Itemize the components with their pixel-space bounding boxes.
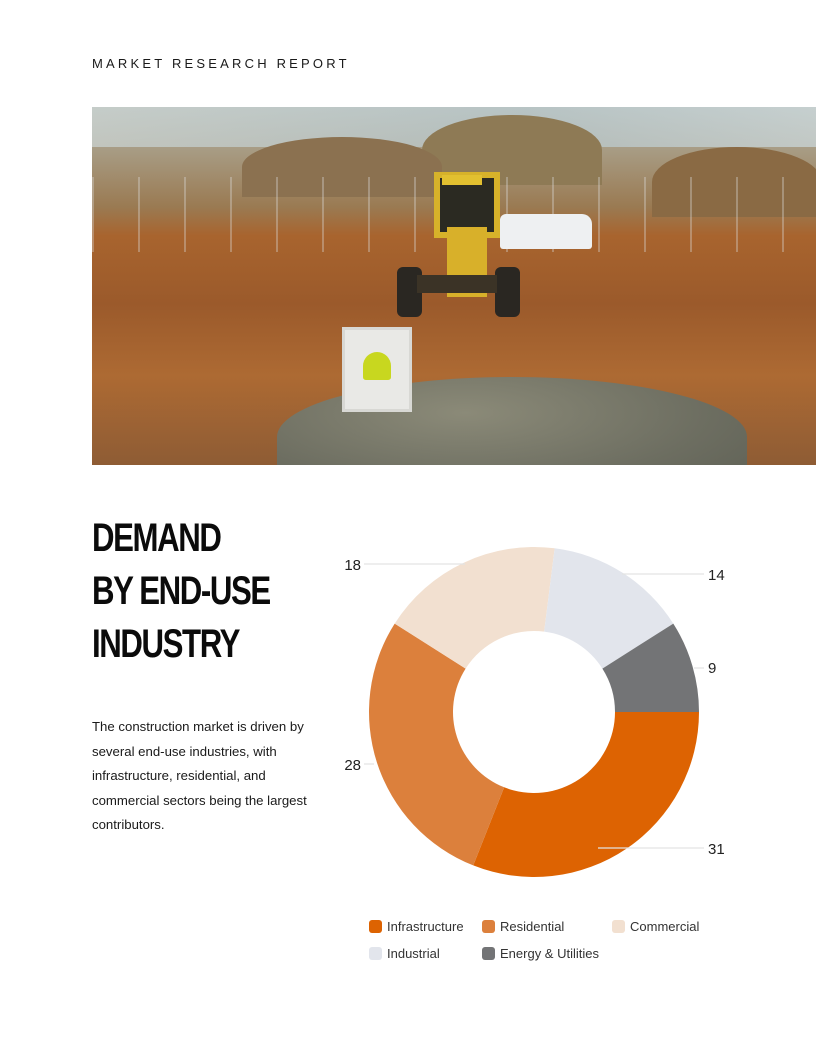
- data-label: 14: [708, 567, 725, 584]
- motor-grader: [397, 172, 520, 317]
- legend-swatch: [482, 947, 495, 960]
- title-line-2: BY END-USE: [92, 569, 271, 613]
- donut-slice-commercial: [394, 547, 555, 669]
- pickup-truck: [500, 214, 592, 249]
- data-label: 31: [708, 841, 725, 858]
- legend-swatch: [482, 920, 495, 933]
- legend-item-residential: Residential: [482, 919, 564, 934]
- report-kicker: MARKET RESEARCH REPORT: [92, 56, 350, 71]
- legend-swatch: [369, 947, 382, 960]
- section-description: The construction market is driven by sev…: [92, 719, 307, 833]
- legend-swatch: [369, 920, 382, 933]
- legend-item-energy-utilities: Energy & Utilities: [482, 946, 599, 961]
- construction-site-photo: [92, 107, 816, 465]
- donut-slice-residential: [368, 623, 505, 866]
- title-line-1: DEMAND: [92, 516, 222, 560]
- skid-steer-loader: [342, 327, 412, 412]
- legend-item-industrial: Industrial: [369, 946, 440, 961]
- donut-slice-energy-utilities: [602, 623, 699, 712]
- section-title: DEMAND BY END-USE INDUSTRY: [92, 512, 271, 671]
- legend-swatch: [612, 920, 625, 933]
- title-line-3: INDUSTRY: [92, 622, 240, 666]
- donut-slice-industrial: [544, 548, 674, 669]
- data-label: 18: [344, 557, 361, 574]
- data-label: 28: [344, 757, 361, 774]
- legend-item-infrastructure: Infrastructure: [369, 919, 464, 934]
- data-label: 9: [708, 660, 716, 677]
- donut-slice-infrastructure: [473, 712, 699, 878]
- legend-item-commercial: Commercial: [612, 919, 699, 934]
